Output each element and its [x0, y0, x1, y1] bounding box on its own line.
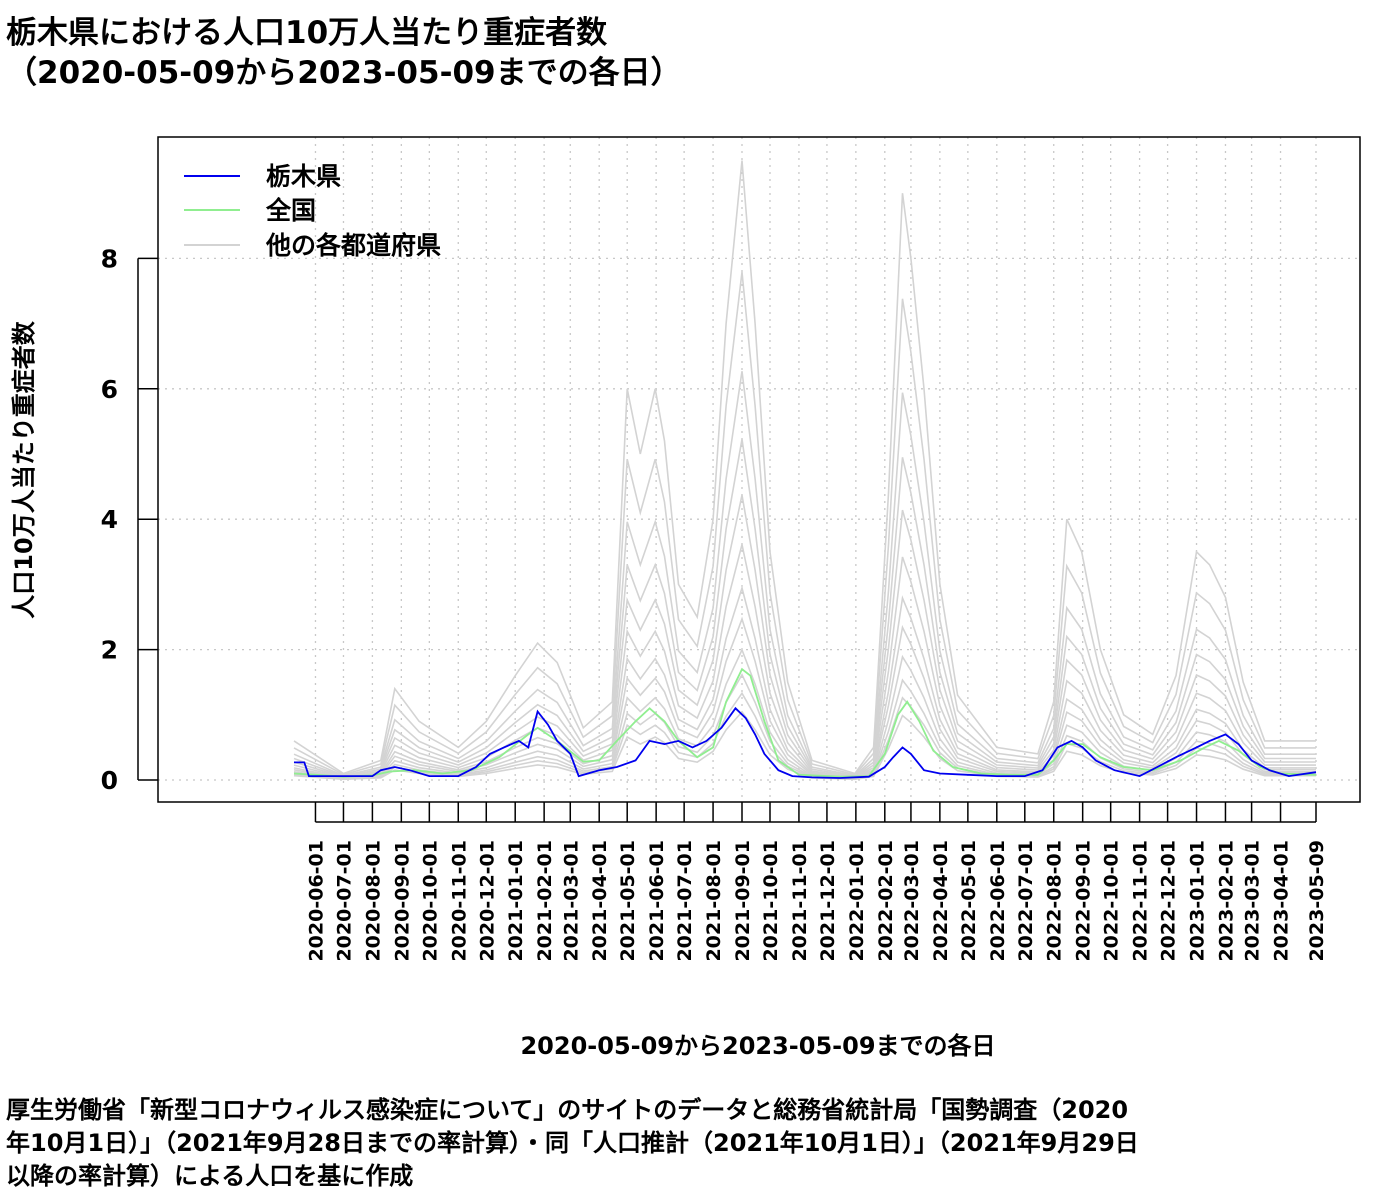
x-tick-label-35: 2023-05-09 — [1306, 840, 1328, 962]
series-line-others-6 — [293, 585, 1316, 779]
x-tick-label-3: 2020-09-01 — [391, 840, 413, 962]
x-tick-label-5: 2020-11-01 — [448, 840, 470, 962]
x-tick-label-21: 2022-03-01 — [901, 840, 923, 962]
series-line-others-7 — [293, 616, 1316, 780]
x-tick-label-11: 2021-05-01 — [617, 840, 639, 962]
main-series-group — [293, 667, 1317, 779]
x-tick-label-27: 2022-09-01 — [1073, 840, 1095, 962]
x-tick-label-24: 2022-06-01 — [987, 840, 1009, 962]
y-tick-label-4: 8 — [101, 244, 118, 273]
series-line-others-9 — [293, 672, 1316, 780]
legend-label-tochigi: 栃木県 — [266, 162, 341, 191]
y-tick-label-1: 2 — [101, 636, 118, 665]
x-tick-label-28: 2022-10-01 — [1101, 840, 1123, 962]
x-tick-label-29: 2022-11-01 — [1130, 840, 1152, 962]
series-line-national — [293, 667, 1317, 778]
legend: 栃木県 全国 他の各都道府県 — [184, 162, 441, 260]
series-line-others-1 — [293, 272, 1316, 776]
source-caption-line3: 以降の率計算）による人口を基に作成 — [6, 1162, 414, 1191]
x-tick-label-18: 2021-12-01 — [817, 840, 839, 962]
x-tick-label-0: 2020-06-01 — [306, 840, 328, 962]
y-tick-label-3: 6 — [101, 375, 118, 404]
x-tick-label-31: 2023-01-01 — [1187, 840, 1209, 962]
x-tick-label-8: 2021-02-01 — [534, 840, 556, 962]
chart-title-line2: （2020-05-09から2023-05-09までの各日） — [6, 54, 682, 91]
x-tick-label-26: 2022-08-01 — [1044, 840, 1066, 962]
others-series-group — [293, 160, 1316, 781]
x-tick-label-17: 2021-11-01 — [789, 840, 811, 962]
source-caption-line2: 年10月1日）」（2021年9月28日までの率計算）・同「人口推計（2021年1… — [6, 1129, 1139, 1158]
x-tick-label-10: 2021-04-01 — [589, 840, 611, 962]
legend-label-others: 他の各都道府県 — [265, 231, 441, 260]
x-tick-label-30: 2022-12-01 — [1158, 840, 1180, 962]
y-tick-label-2: 4 — [101, 505, 118, 534]
x-tick-label-2: 2020-08-01 — [362, 840, 384, 962]
series-line-others-4 — [293, 494, 1316, 778]
x-tick-label-16: 2021-10-01 — [760, 840, 782, 962]
series-line-others-10 — [293, 691, 1316, 780]
series-line-tochigi — [294, 706, 1317, 779]
chart-title-line1: 栃木県における人口10万人当たり重症者数 — [6, 15, 608, 51]
series-line-others-5 — [293, 544, 1316, 779]
x-tick-label-9: 2021-03-01 — [560, 840, 582, 962]
x-tick-label-1: 2020-07-01 — [334, 840, 356, 962]
x-tick-label-23: 2022-05-01 — [958, 840, 980, 962]
series-line-others-3 — [293, 439, 1316, 778]
x-tick-label-32: 2023-02-01 — [1216, 840, 1238, 962]
plot-frame — [157, 136, 1361, 803]
x-tick-label-33: 2023-03-01 — [1242, 840, 1264, 962]
x-tick-label-34: 2023-04-01 — [1271, 840, 1293, 962]
x-tick-label-15: 2021-09-01 — [732, 840, 754, 962]
source-caption: 厚生労働省「新型コロナウィルス感染症について」のサイトのデータと総務省統計局「国… — [6, 1094, 1396, 1193]
x-axis-label: 2020-05-09から2023-05-09までの各日 — [520, 1032, 995, 1060]
x-tick-label-13: 2021-07-01 — [674, 840, 696, 962]
x-tick-label-12: 2021-06-01 — [646, 840, 668, 962]
x-tick-label-7: 2021-01-01 — [505, 840, 527, 962]
x-tick-label-22: 2022-04-01 — [930, 840, 952, 962]
chart-title: 栃木県における人口10万人当たり重症者数 （2020-05-09から2023-0… — [6, 14, 682, 93]
series-line-others-2 — [293, 371, 1316, 777]
y-tick-label-0: 0 — [101, 766, 118, 795]
x-axis: 2020-06-01 2020-07-01 2020-08-01 2020-09-01… — [306, 802, 1328, 962]
series-line-others-0 — [293, 160, 1316, 775]
x-tick-label-6: 2020-12-01 — [476, 840, 498, 962]
x-tick-label-25: 2022-07-01 — [1015, 840, 1037, 962]
y-axis-label: 人口10万人当たり重症者数 — [10, 320, 38, 618]
source-caption-line1: 厚生労働省「新型コロナウィルス感染症について」のサイトのデータと総務省統計局「国… — [6, 1096, 1129, 1124]
legend-label-national: 全国 — [265, 196, 316, 225]
x-tick-label-4: 2020-10-01 — [419, 840, 441, 962]
y-axis: 0 2 4 6 8 — [101, 244, 158, 795]
x-tick-label-19: 2022-01-01 — [846, 840, 868, 962]
x-tick-label-20: 2022-02-01 — [875, 840, 897, 962]
x-tick-label-14: 2021-08-01 — [703, 840, 725, 962]
